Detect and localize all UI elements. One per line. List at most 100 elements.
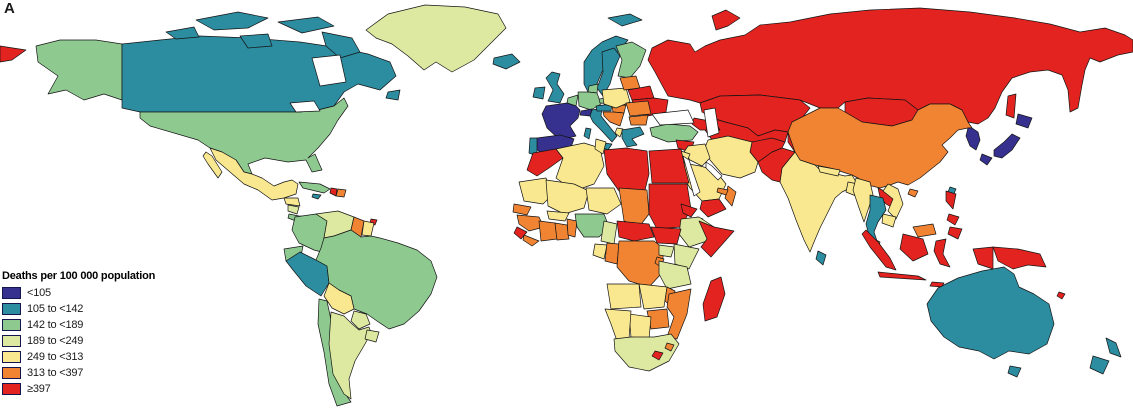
country-cameroon: [600, 220, 618, 245]
legend-row: 189 to <249: [2, 333, 155, 349]
country-guinea: [516, 214, 545, 232]
country-uae: [716, 187, 729, 196]
legend-row: 249 to <313: [2, 349, 155, 365]
country-uganda: [658, 244, 675, 258]
country-australia: [926, 266, 1055, 360]
water-caspian-sea: [703, 107, 720, 138]
legend-swatch-0: [2, 287, 21, 299]
country-romania: [625, 100, 652, 117]
island-novaya-zemlya: [711, 9, 741, 31]
country-uk: [545, 71, 565, 104]
island-svalbard: [607, 13, 643, 27]
country-india: [779, 151, 857, 253]
country-turkey: [649, 123, 699, 143]
water-persian-gulf: [705, 161, 723, 181]
water-red-sea: [682, 155, 701, 197]
island-hokkaido: [1015, 113, 1033, 129]
country-gabon: [592, 243, 608, 260]
country-oman: [724, 185, 737, 207]
country-botswana: [628, 313, 652, 340]
country-cambodia: [881, 213, 897, 228]
country-egypt: [648, 148, 690, 184]
country-sweden: [596, 47, 621, 97]
legend-label-0: <105: [27, 287, 51, 299]
region-baltics: [619, 75, 641, 91]
country-kenya: [673, 243, 700, 270]
island-java: [877, 271, 927, 281]
country-sri-lanka: [815, 250, 827, 266]
country-lesotho: [651, 350, 664, 361]
country-albania: [614, 127, 624, 138]
country-libya: [603, 147, 650, 195]
region-malaysia-borneo: [912, 223, 937, 238]
country-swaziland: [664, 342, 675, 352]
country-ghana: [554, 222, 570, 241]
region-guatemala-honduras: [283, 197, 301, 207]
country-finland: [615, 41, 647, 79]
region-togo-benin: [566, 218, 578, 238]
country-somalia: [698, 220, 735, 258]
legend-row: ≥397: [2, 381, 155, 397]
island-tasmania: [1007, 365, 1022, 378]
legend-swatch-4: [2, 351, 21, 363]
country-germany: [577, 91, 602, 111]
panel-label: A: [4, 0, 15, 17]
country-italy: [589, 107, 618, 143]
country-nepal: [817, 165, 841, 177]
island-visayas: [946, 213, 960, 226]
country-iceland: [492, 53, 521, 70]
island-baffin: [321, 31, 361, 59]
legend-swatch-3: [2, 335, 21, 347]
island-arctic-1: [195, 11, 269, 31]
country-uruguay: [364, 329, 380, 343]
country-mexico: [209, 147, 299, 201]
legend-label-3: 189 to <249: [27, 335, 84, 347]
water-black-sea: [651, 109, 695, 126]
country-bulgaria: [628, 114, 649, 126]
legend-swatch-1: [2, 303, 21, 315]
legend-label-4: 249 to <313: [27, 351, 84, 363]
island-nz-south: [1089, 355, 1110, 375]
country-congo: [604, 242, 620, 265]
legend-label-5: 313 to <397: [27, 367, 84, 379]
country-madagascar: [702, 276, 726, 322]
island-west-papua: [972, 246, 994, 270]
country-papua-new-guinea: [992, 246, 1047, 270]
legend-swatch-6: [2, 383, 21, 395]
country-mali: [545, 179, 590, 215]
country-greenland: [365, 4, 507, 73]
island-kalimantan: [899, 233, 929, 262]
legend-label-1: 105 to <142: [27, 303, 84, 315]
country-nigeria: [574, 213, 610, 238]
water-great-lakes: [289, 100, 321, 113]
island-sulawesi: [933, 238, 951, 268]
country-thailand: [865, 194, 887, 245]
country-mozambique: [666, 288, 692, 340]
legend-label-2: 142 to <189: [27, 319, 84, 331]
country-bolivia: [323, 282, 355, 315]
country-suriname: [361, 220, 375, 237]
country-cote-divoire: [538, 220, 558, 242]
country-korea: [965, 127, 981, 151]
island-victoria: [239, 33, 273, 49]
island-fiji: [1056, 291, 1066, 300]
region-chukotka: [0, 45, 27, 63]
country-ireland: [532, 86, 546, 100]
country-greece: [621, 126, 645, 148]
country-china: [787, 103, 973, 189]
country-burkina-faso: [546, 210, 570, 222]
island-honshu: [993, 133, 1021, 159]
legend-row: 142 to <189: [2, 317, 155, 333]
country-yemen: [699, 198, 727, 218]
country-algeria: [555, 142, 605, 192]
island-arctic-3: [165, 26, 200, 40]
country-tunisia: [594, 138, 607, 155]
country-brazil: [315, 229, 438, 330]
country-haiti: [329, 187, 338, 197]
legend-title: Deaths per 100 000 population: [2, 270, 156, 282]
country-sierra-leone: [513, 226, 528, 240]
country-liberia: [522, 234, 540, 247]
legend: Deaths per 100 000 population <105 105 t…: [2, 270, 155, 397]
island-hainan: [907, 188, 919, 198]
country-car: [616, 220, 655, 242]
